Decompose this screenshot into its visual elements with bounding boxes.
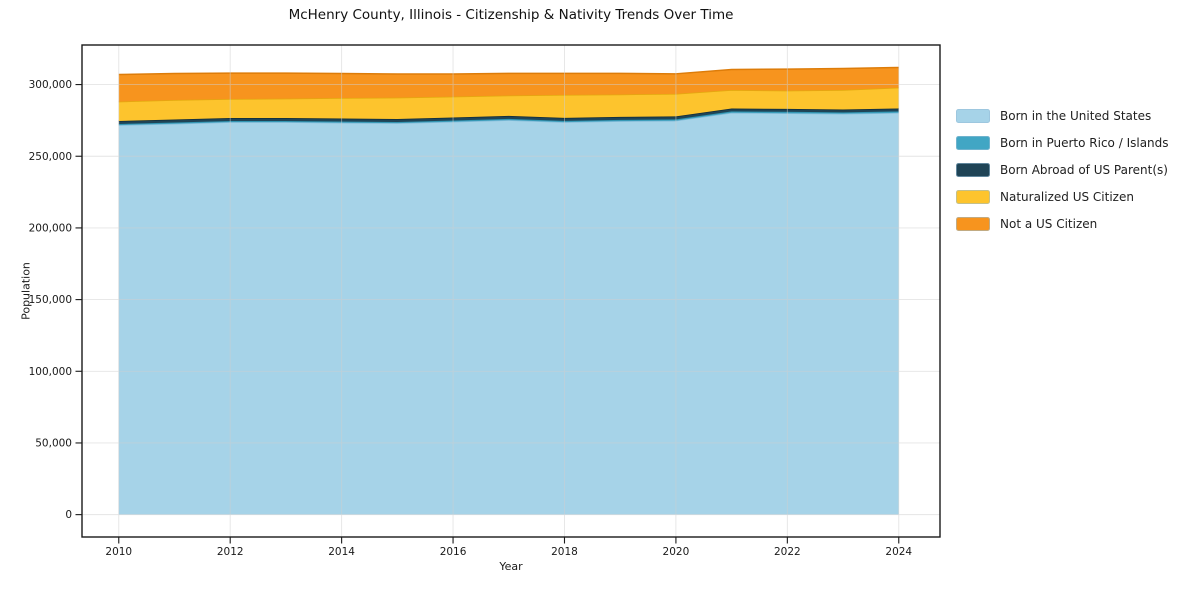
legend-swatch-icon [956, 135, 990, 150]
y-tick-label: 300,000 [29, 79, 72, 91]
legend-item: Naturalized US Citizen [956, 183, 1169, 210]
y-tick-label: 100,000 [29, 366, 72, 378]
stacked-areas [118, 66, 899, 515]
y-tick-label: 200,000 [29, 223, 72, 235]
legend-label: Born in Puerto Rico / Islands [1000, 135, 1169, 150]
legend-label: Born Abroad of US Parent(s) [1000, 162, 1168, 177]
legend-swatch-icon [956, 189, 990, 204]
legend-swatch-icon [956, 162, 990, 177]
x-tick-label: 2020 [663, 546, 690, 558]
y-tick-label: 250,000 [29, 151, 72, 163]
area-band-0 [118, 112, 899, 515]
legend: Born in the United States Born in Puerto … [956, 102, 1169, 237]
legend-label: Naturalized US Citizen [1000, 189, 1134, 204]
x-axis-label: Year [499, 560, 523, 573]
legend-item: Born Abroad of US Parent(s) [956, 156, 1169, 183]
legend-item: Born in Puerto Rico / Islands [956, 129, 1169, 156]
plot-border [81, 44, 941, 538]
legend-label: Not a US Citizen [1000, 216, 1098, 231]
tick-marks [75, 84, 900, 544]
x-tick-label: 2014 [328, 546, 355, 558]
x-tick-label: 2018 [551, 546, 578, 558]
y-tick-label: 50,000 [35, 438, 72, 450]
legend-swatch-icon [956, 216, 990, 231]
area-band-3 [118, 87, 899, 121]
legend-item: Born in the United States [956, 102, 1169, 129]
area-edge-4 [118, 66, 899, 76]
legend-label: Born in the United States [1000, 108, 1152, 123]
legend-swatch-icon [956, 108, 990, 123]
chart-title: McHenry County, Illinois - Citizenship &… [288, 7, 734, 23]
x-tick-label: 2016 [440, 546, 467, 558]
x-tick-label: 2024 [885, 546, 912, 558]
x-tick-label: 2010 [105, 546, 132, 558]
legend-item: Not a US Citizen [956, 210, 1169, 237]
gridlines [82, 45, 940, 537]
x-tick-label: 2012 [217, 546, 244, 558]
y-tick-label: 150,000 [29, 294, 72, 306]
x-tick-label: 2022 [774, 546, 801, 558]
y-tick-label: 0 [65, 509, 72, 521]
